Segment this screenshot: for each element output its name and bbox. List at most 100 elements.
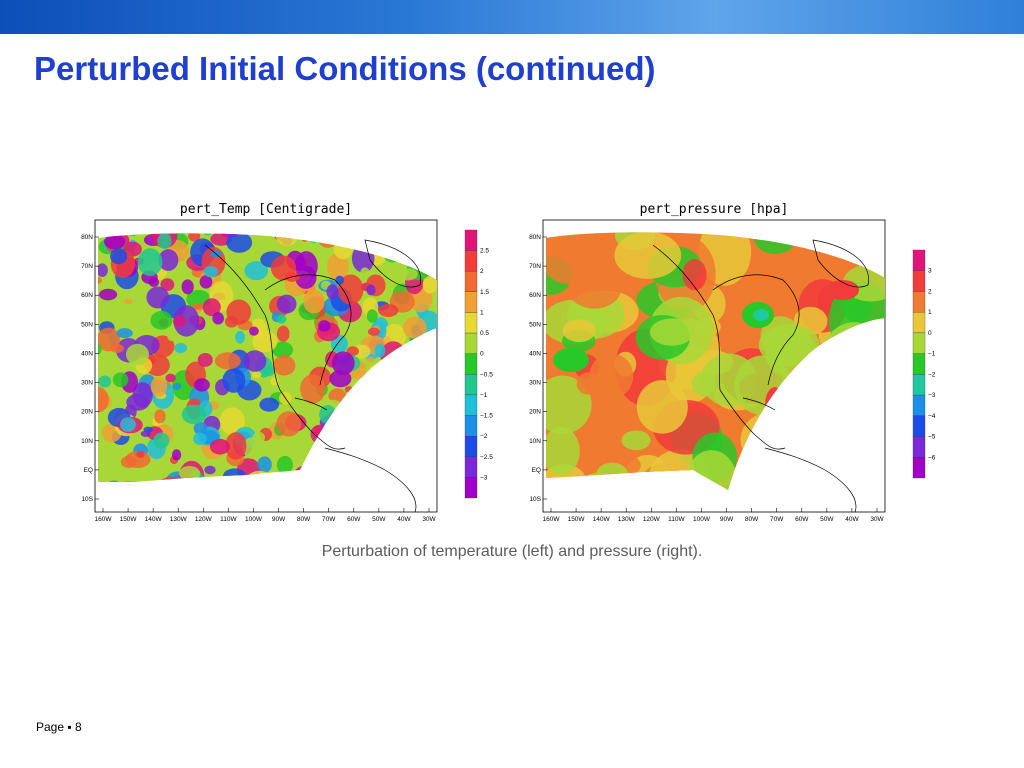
colorbar-label: 1 bbox=[480, 309, 484, 316]
colorbar-label: 0.5 bbox=[480, 330, 489, 337]
lat-tick-label: 70N bbox=[529, 263, 541, 270]
colorbar-label: −2.5 bbox=[480, 454, 493, 461]
header-banner bbox=[0, 0, 1024, 34]
figure-caption: Perturbation of temperature (left) and p… bbox=[321, 543, 703, 560]
page-number: 8 bbox=[74, 720, 82, 734]
colorbar-swatch bbox=[464, 312, 478, 334]
colorbar-label: −1 bbox=[928, 351, 936, 358]
page-footer: Page ▪ 8 bbox=[36, 720, 82, 734]
colorbar-label: 2 bbox=[928, 288, 932, 295]
lon-tick-label: 70W bbox=[770, 516, 784, 523]
colorbar-swatch bbox=[464, 353, 478, 375]
lon-tick-label: 120W bbox=[195, 516, 213, 523]
pressure-map: pert_pressure [hpa] 80N 70N 60N 50N 40N 30N 20N… bbox=[529, 202, 936, 523]
colorbar-label: 2.5 bbox=[480, 248, 489, 255]
lon-tick-label: 110W bbox=[220, 516, 237, 523]
map-title: pert_pressure [hpa] bbox=[640, 202, 789, 217]
coastlines bbox=[652, 239, 869, 513]
lon-tick-label: 100W bbox=[245, 516, 263, 523]
colorbar-label: 0 bbox=[480, 351, 484, 358]
lon-tick-label: 100W bbox=[693, 516, 711, 523]
lat-tick-label: 10S bbox=[529, 496, 541, 503]
lat-tick-label: 20N bbox=[81, 409, 93, 416]
colorbar-swatch bbox=[464, 271, 478, 292]
lon-tick-label: 140W bbox=[593, 516, 611, 523]
colorbar-swatch bbox=[464, 374, 478, 396]
lon-tick-label: 90W bbox=[272, 516, 286, 523]
colorbar-swatch bbox=[464, 229, 478, 251]
lon-tick-label: 130W bbox=[170, 516, 188, 523]
lat-tick-label: 40N bbox=[529, 350, 541, 357]
coastlines bbox=[204, 239, 421, 513]
colorbar-swatch bbox=[912, 249, 926, 271]
page-label: Page bbox=[36, 720, 65, 734]
colorbar-label: −0.5 bbox=[480, 371, 493, 378]
lat-tick-label: 60N bbox=[81, 292, 93, 299]
colorbar-swatch bbox=[912, 394, 926, 416]
colorbar-swatch bbox=[464, 332, 478, 354]
colorbar-label: −6 bbox=[928, 454, 936, 461]
lat-tick-label: 60N bbox=[529, 292, 541, 299]
lat-tick-label: 20N bbox=[529, 409, 541, 416]
lon-tick-label: 150W bbox=[120, 516, 138, 523]
lat-tick-label: 30N bbox=[529, 380, 541, 387]
colorbar-label: −3 bbox=[480, 474, 488, 481]
lat-tick-label: 80N bbox=[529, 234, 541, 241]
lat-tick-label: EQ bbox=[84, 467, 93, 474]
colorbar-swatch bbox=[464, 394, 478, 416]
lon-tick-label: 160W bbox=[543, 516, 561, 523]
lon-tick-label: 160W bbox=[95, 516, 113, 523]
colorbar-swatch bbox=[912, 312, 926, 334]
lon-tick-label: 40W bbox=[845, 516, 859, 523]
lat-tick-label: 70N bbox=[81, 263, 93, 270]
lon-tick-label: 130W bbox=[618, 516, 636, 523]
temperature-map-figure: pert_Temp [Centigrade] 80N 70N 60N 50N 40N 30N… bbox=[80, 195, 500, 525]
lon-tick-label: 80W bbox=[745, 516, 759, 523]
colorbar-label: 1.5 bbox=[480, 289, 489, 296]
colorbar-swatch bbox=[912, 415, 926, 437]
colorbar-swatch bbox=[912, 332, 926, 354]
lat-tick-label: 80N bbox=[81, 234, 93, 241]
lon-tick-label: 110W bbox=[668, 516, 685, 523]
lon-tick-label: 40W bbox=[397, 516, 411, 523]
bullet-icon: ▪ bbox=[67, 720, 72, 734]
lon-tick-label: 60W bbox=[347, 516, 361, 523]
colorbar-label: −4 bbox=[928, 413, 936, 420]
lat-tick-label: 50N bbox=[529, 321, 541, 328]
colorbar-label: −2 bbox=[928, 371, 936, 378]
colorbar-label: −2 bbox=[480, 433, 488, 440]
lon-tick-label: 30W bbox=[870, 516, 884, 523]
slide-title: Perturbed Initial Conditions (continued) bbox=[34, 50, 656, 87]
lat-tick-label: 10S bbox=[81, 496, 93, 503]
colorbar-swatch bbox=[464, 477, 478, 499]
colorbar-label: 0 bbox=[928, 330, 932, 337]
lat-tick-label: 10N bbox=[529, 438, 541, 445]
colorbar-swatch bbox=[912, 291, 926, 313]
colorbar-swatch bbox=[464, 291, 478, 313]
lat-tick-label: 40N bbox=[81, 350, 93, 357]
lon-tick-label: 50W bbox=[372, 516, 386, 523]
lat-tick-label: 10N bbox=[81, 438, 93, 445]
lat-tick-label: 30N bbox=[81, 380, 93, 387]
colorbar-swatch bbox=[464, 415, 478, 437]
colorbar-label: −1.5 bbox=[480, 413, 493, 420]
lon-tick-label: 120W bbox=[643, 516, 661, 523]
lon-tick-label: 60W bbox=[795, 516, 809, 523]
colorbar-swatch bbox=[464, 456, 478, 478]
colorbar-swatch bbox=[912, 436, 926, 458]
lon-tick-label: 30W bbox=[422, 516, 436, 523]
lon-tick-label: 50W bbox=[820, 516, 834, 523]
pressure-map-figure: pert_pressure [hpa] 80N 70N 60N 50N 40N 30N 20N… bbox=[528, 195, 948, 525]
colorbar-swatch bbox=[912, 374, 926, 396]
colorbar-label: −5 bbox=[928, 434, 936, 441]
colorbar-swatch bbox=[464, 250, 478, 272]
colorbar-label: 1 bbox=[928, 309, 932, 316]
temperature-map: pert_Temp [Centigrade] 80N 70N 60N 50N 40N 30N… bbox=[81, 202, 493, 523]
lon-tick-label: 140W bbox=[145, 516, 163, 523]
colorbar-swatch bbox=[912, 457, 926, 479]
colorbar-swatch bbox=[464, 436, 478, 457]
lat-tick-label: EQ bbox=[532, 467, 541, 474]
lat-tick-label: 50N bbox=[81, 321, 93, 328]
colorbar-label: 2 bbox=[480, 268, 484, 275]
colorbar-swatch bbox=[912, 353, 926, 375]
